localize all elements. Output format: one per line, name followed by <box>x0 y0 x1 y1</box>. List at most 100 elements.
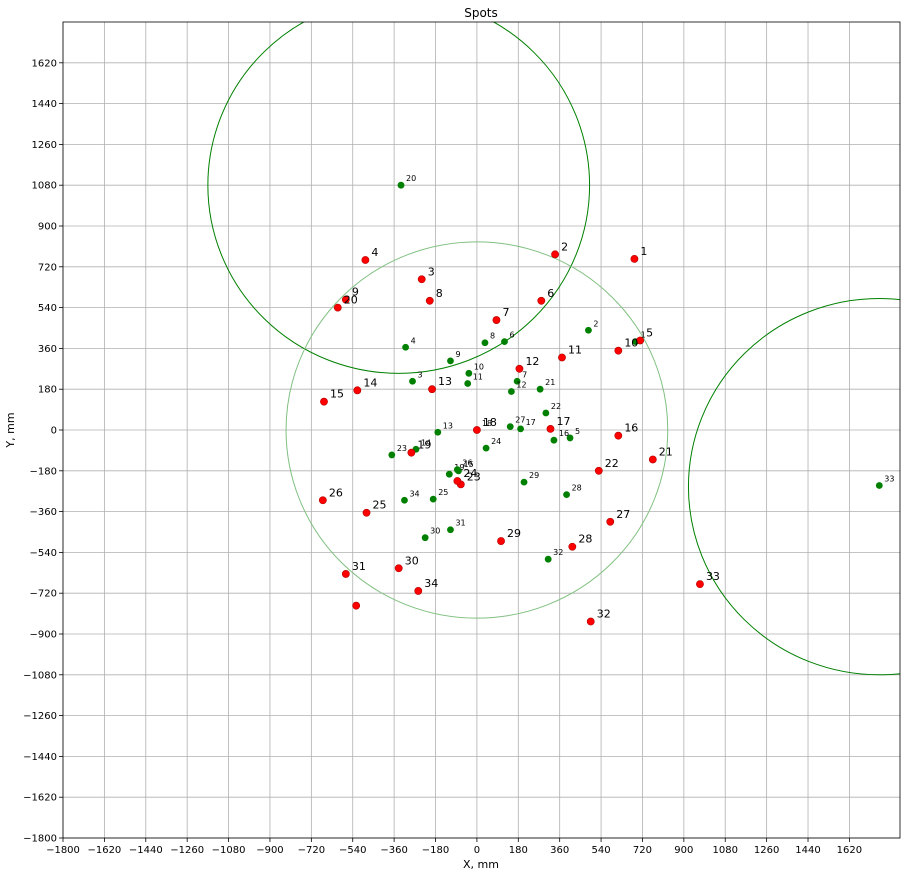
red-point <box>353 386 362 395</box>
green-point-label: 24 <box>491 437 501 446</box>
green-point <box>585 326 592 334</box>
green-point-label: 17 <box>526 418 536 427</box>
green-point-label: 4 <box>411 336 416 345</box>
y-axis-ticks: −1800−1620−1440−1260−1080−900−720−540−36… <box>23 58 63 845</box>
green-point <box>481 339 489 347</box>
x-tick-label: 720 <box>633 845 652 856</box>
range-circle <box>285 241 669 619</box>
y-tick-label: 1440 <box>32 99 57 110</box>
y-tick-label: −1080 <box>23 670 57 681</box>
red-point <box>417 275 426 284</box>
x-tick-label: −720 <box>298 845 325 856</box>
red-point <box>648 455 657 464</box>
x-tick-label: −360 <box>380 845 407 856</box>
red-point <box>333 303 342 312</box>
green-point <box>566 434 574 442</box>
green-point-label: 31 <box>455 519 465 528</box>
x-tick-label: 900 <box>674 845 693 856</box>
x-axis-label: X, mm <box>463 858 499 871</box>
green-point <box>401 496 408 504</box>
red-point <box>614 346 623 355</box>
green-point-label: 20 <box>406 174 416 183</box>
green-point <box>397 181 405 189</box>
green-point-label: 25 <box>438 488 448 497</box>
green-point <box>445 470 453 478</box>
x-tick-label: 1440 <box>795 845 820 856</box>
red-point <box>352 601 361 610</box>
red-point <box>586 617 595 626</box>
y-tick-label: −180 <box>30 466 57 477</box>
y-tick-label: 900 <box>38 222 57 233</box>
y-axis-label: Y, mm <box>4 412 17 448</box>
green-point <box>513 377 521 385</box>
red-point <box>568 542 577 551</box>
green-point-label: 6 <box>509 331 514 340</box>
green-point-label: 16 <box>559 429 569 438</box>
red-point <box>361 256 370 264</box>
red-point-label: 19 <box>417 439 431 452</box>
red-point <box>318 496 327 505</box>
red-point-label: 29 <box>507 527 521 540</box>
red-point-label: 33 <box>706 570 720 583</box>
red-point <box>341 570 350 578</box>
x-tick-label: −1260 <box>170 845 204 856</box>
red-point-label: 26 <box>329 486 343 499</box>
x-tick-label: 0 <box>474 845 480 856</box>
red-point-label: 18 <box>483 416 497 429</box>
green-point <box>388 451 396 459</box>
red-point-label: 5 <box>646 326 653 339</box>
green-point-label: 15 <box>464 460 474 469</box>
y-tick-label: −1440 <box>23 752 57 763</box>
green-point <box>875 482 883 489</box>
red-point-label: 1 <box>640 245 647 258</box>
red-point-label: 30 <box>405 554 419 567</box>
green-point-label: 18 <box>482 419 492 428</box>
green-point-label: 22 <box>551 402 561 411</box>
red-point-label: 7 <box>502 306 509 319</box>
red-point <box>614 431 623 440</box>
x-tick-label: 1620 <box>837 845 862 856</box>
y-tick-label: 1260 <box>32 140 57 151</box>
green-point <box>429 495 437 503</box>
green-point-label: 12 <box>516 380 526 389</box>
red-point-label: 34 <box>424 577 438 590</box>
x-tick-label: −1620 <box>87 845 121 856</box>
red-point <box>341 295 350 304</box>
red-point-label: 28 <box>578 533 592 546</box>
green-point-label: 2 <box>593 319 598 328</box>
red-point-label: 24 <box>463 467 477 480</box>
green-point <box>550 436 558 444</box>
green-point <box>517 425 524 433</box>
red-point <box>492 316 501 324</box>
green-point <box>447 357 454 365</box>
red-point-label: 9 <box>352 286 359 299</box>
red-point <box>394 564 403 573</box>
green-point-label: 5 <box>575 427 580 436</box>
x-tick-label: −1800 <box>46 845 80 856</box>
x-tick-label: −180 <box>422 845 449 856</box>
green-point <box>434 428 442 436</box>
grid-lines <box>62 22 900 839</box>
red-point <box>636 336 645 345</box>
green-point <box>501 338 508 345</box>
y-tick-label: −540 <box>30 548 57 559</box>
green-point-label: 10 <box>474 362 484 371</box>
red-point <box>537 296 546 305</box>
red-point-label: 8 <box>436 287 443 300</box>
green-point-label: 8 <box>490 332 495 341</box>
green-point <box>507 388 515 395</box>
green-point-label: 27 <box>515 416 525 425</box>
red-point <box>428 385 436 394</box>
green-point-label: 7 <box>522 370 527 379</box>
green-point-label: 11 <box>473 373 483 382</box>
y-tick-label: 0 <box>51 426 57 437</box>
red-point-label: 21 <box>659 445 673 458</box>
green-point-label: 21 <box>545 378 555 387</box>
red-point <box>473 426 481 434</box>
red-point <box>630 254 639 263</box>
green-point <box>447 526 454 534</box>
red-point-label: 3 <box>428 265 435 278</box>
y-tick-label: 540 <box>38 303 57 314</box>
range-circle <box>207 22 591 374</box>
red-point <box>546 424 555 433</box>
